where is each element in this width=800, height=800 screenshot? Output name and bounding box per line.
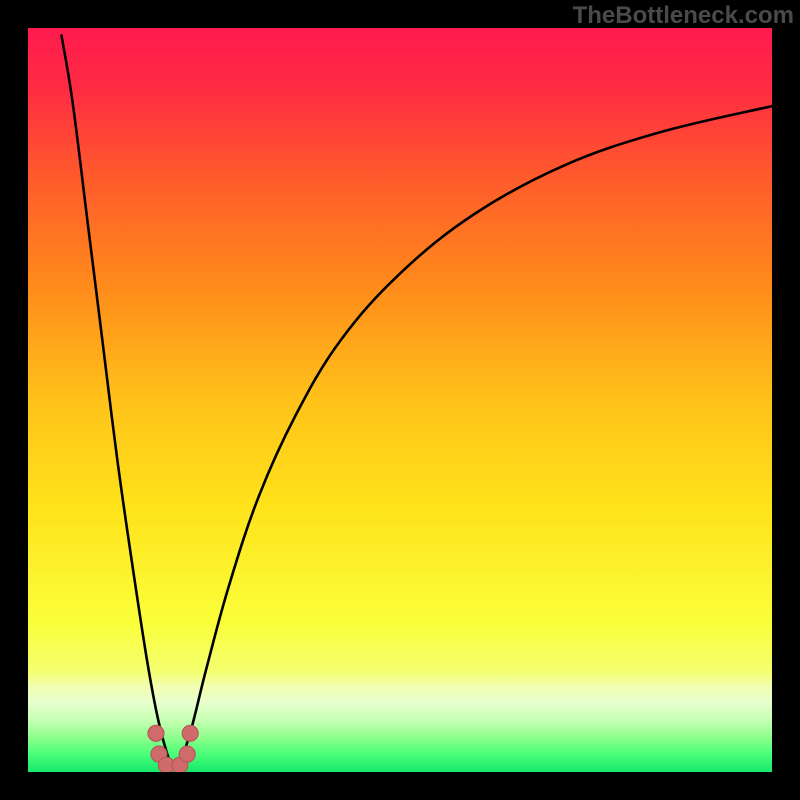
lobe-marker [182,725,198,741]
bottleneck-chart [28,28,772,772]
lobe-marker [148,725,164,741]
watermark-text: TheBottleneck.com [573,2,794,30]
gradient-background [28,28,772,772]
lobe-marker [179,746,195,762]
